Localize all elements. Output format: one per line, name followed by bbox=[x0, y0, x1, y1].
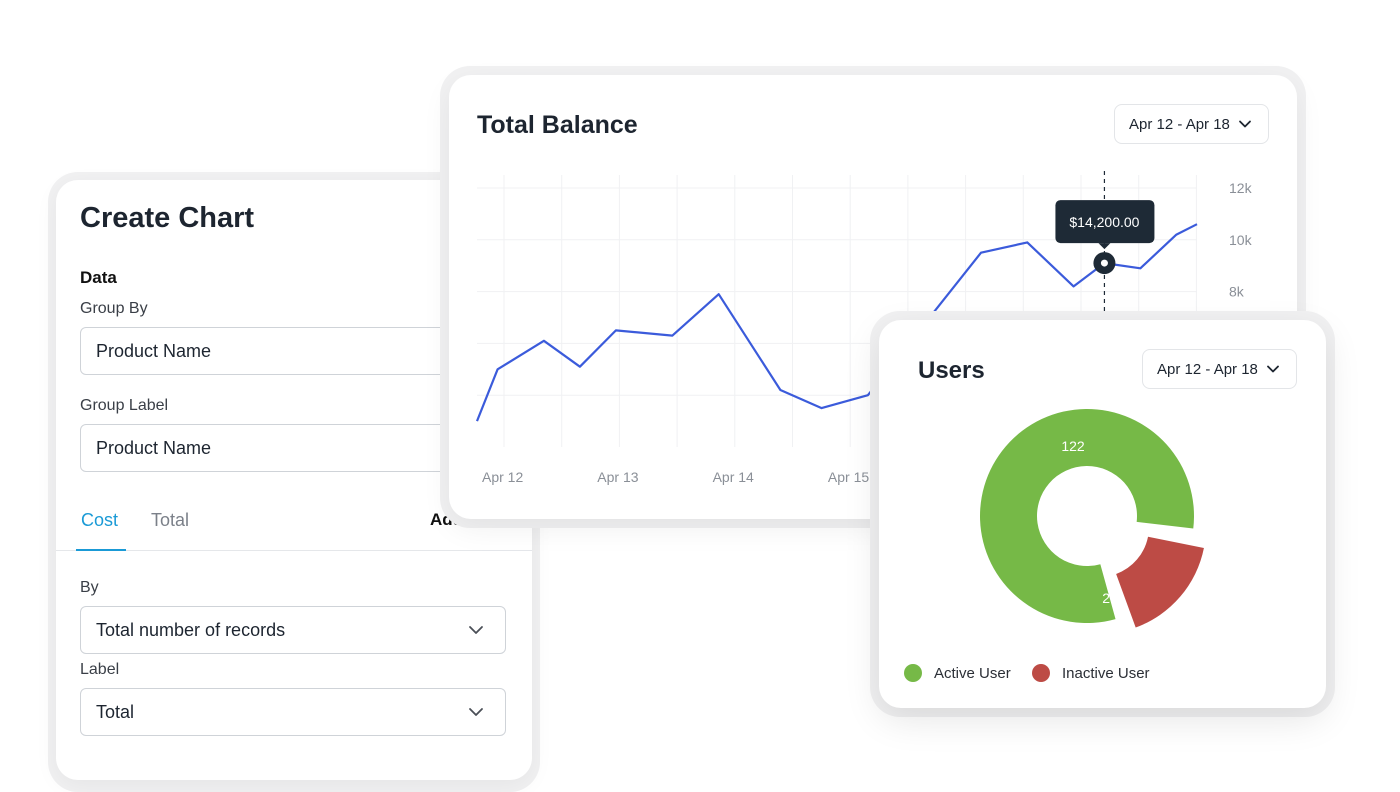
donut-slice-active-user bbox=[980, 409, 1194, 623]
chevron-down-icon bbox=[1239, 120, 1251, 128]
donut-label-active-user: 122 bbox=[1061, 438, 1085, 454]
x-tick-label: Apr 14 bbox=[713, 469, 754, 485]
tab-cost[interactable]: Cost bbox=[81, 510, 119, 530]
highlight-point-center bbox=[1100, 259, 1108, 267]
chevron-down-icon bbox=[469, 708, 483, 716]
balance-series-line bbox=[475, 223, 1198, 422]
users-date-range-button[interactable]: Apr 12 - Apr 18 bbox=[1142, 349, 1297, 389]
tab-total[interactable]: Total bbox=[151, 510, 190, 530]
users-donut-chart: 122 26 bbox=[980, 409, 1204, 628]
chevron-down-icon bbox=[469, 626, 483, 634]
data-section-heading: Data bbox=[80, 268, 117, 287]
x-tick-label: Apr 13 bbox=[597, 469, 638, 485]
users-panel: 122 26 Users Apr 12 - Apr 18 Active User … bbox=[879, 320, 1326, 708]
value-tooltip-text: $14,200.00 bbox=[1069, 214, 1139, 230]
x-tick-label: Apr 12 bbox=[482, 469, 523, 485]
y-tick-label: 8k bbox=[1229, 284, 1245, 300]
group-by-label: Group By bbox=[80, 300, 148, 317]
tab-divider bbox=[56, 550, 532, 551]
y-tick-label: 10k bbox=[1229, 232, 1253, 248]
date-range-label: Apr 12 - Apr 18 bbox=[1129, 115, 1230, 133]
legend-swatch-active bbox=[904, 664, 922, 682]
legend-item-active-user: Active User bbox=[904, 664, 1011, 682]
label-select[interactable]: Total bbox=[80, 688, 506, 736]
value-tooltip-pointer bbox=[1098, 243, 1111, 250]
chevron-down-icon bbox=[1267, 365, 1279, 373]
group-label-label: Group Label bbox=[80, 397, 169, 414]
legend-swatch-inactive bbox=[1032, 664, 1050, 682]
date-range-label: Apr 12 - Apr 18 bbox=[1157, 360, 1258, 378]
label-value: Total bbox=[96, 701, 135, 722]
donut-label-inactive-user: 26 bbox=[1102, 590, 1118, 606]
legend-item-inactive-user: Inactive User bbox=[1032, 664, 1150, 682]
by-label: By bbox=[80, 579, 99, 596]
value-tooltip bbox=[1055, 200, 1155, 244]
legend-label-inactive: Inactive User bbox=[1062, 664, 1150, 682]
legend-label-active: Active User bbox=[934, 664, 1011, 682]
donut-slice-inactive-user bbox=[1116, 536, 1204, 628]
total-balance-date-range-button[interactable]: Apr 12 - Apr 18 bbox=[1114, 104, 1269, 144]
create-chart-title: Create Chart bbox=[80, 202, 255, 234]
group-label-field[interactable]: Product Name bbox=[80, 424, 506, 472]
group-by-field[interactable]: Product Name bbox=[80, 327, 506, 375]
total-balance-title: Total Balance bbox=[477, 111, 638, 139]
group-by-value: Product Name bbox=[96, 340, 212, 361]
by-value: Total number of records bbox=[96, 619, 286, 640]
y-tick-label: 12k bbox=[1229, 180, 1253, 196]
group-label-value: Product Name bbox=[96, 437, 212, 458]
users-title: Users bbox=[918, 357, 985, 384]
label-label: Label bbox=[80, 661, 120, 678]
active-tab-indicator bbox=[76, 549, 126, 551]
by-select[interactable]: Total number of records bbox=[80, 606, 506, 654]
x-tick-label: Apr 15 bbox=[828, 469, 869, 485]
